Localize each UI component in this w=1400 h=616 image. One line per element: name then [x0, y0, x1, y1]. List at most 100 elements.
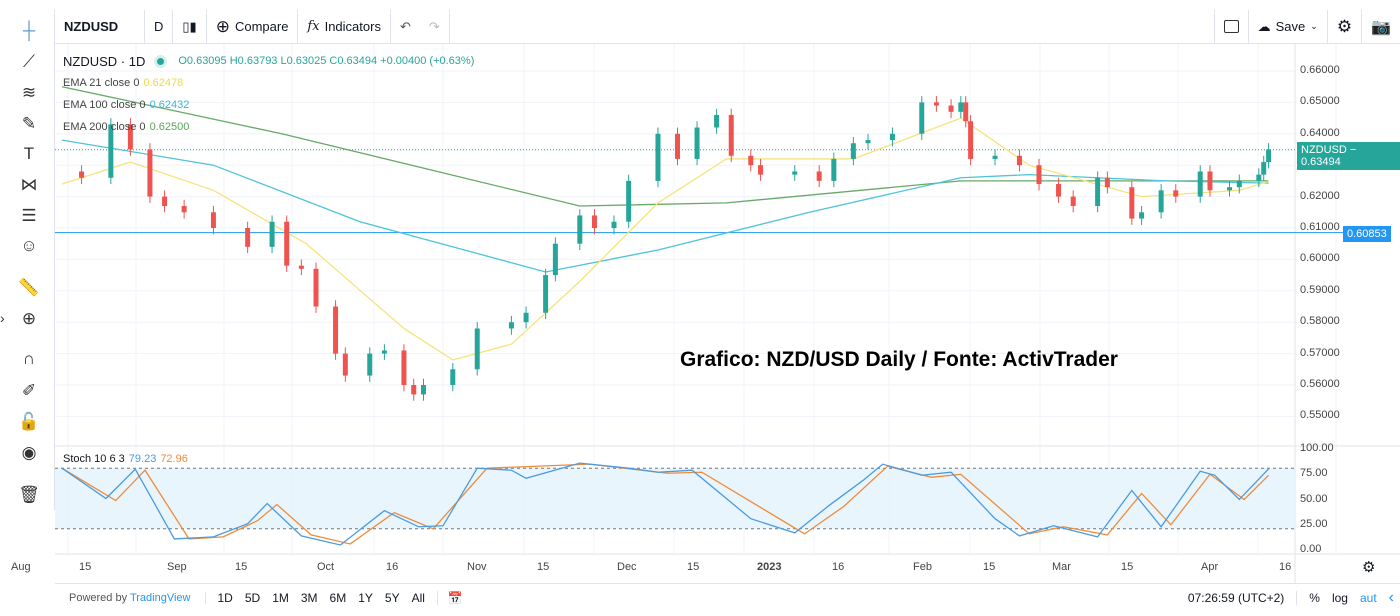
range-1y[interactable]: 1Y	[358, 590, 373, 605]
candle-body	[992, 155, 998, 159]
undo-button[interactable]: ↶	[399, 18, 411, 34]
candle-body	[850, 143, 856, 159]
camera-icon: 📷	[1371, 18, 1391, 36]
candle-body	[420, 385, 426, 395]
range-5d[interactable]: 5D	[244, 590, 261, 605]
settings-button[interactable]: ⚙	[1328, 10, 1363, 43]
fx-icon: fx	[307, 19, 320, 34]
auto-toggle[interactable]: aut	[1359, 590, 1377, 605]
stoch-tick: 50.00	[1300, 492, 1328, 505]
candle-body	[758, 165, 764, 175]
candle-body	[655, 133, 661, 181]
ema100-value: 0.62432	[149, 99, 190, 111]
eye-icon[interactable]: ◉	[21, 443, 37, 462]
candle-body	[919, 102, 925, 134]
lock-drawing-icon[interactable]: ✐	[21, 381, 37, 400]
zoom-icon[interactable]: ⊕	[21, 309, 37, 328]
indicators-button[interactable]: fx Indicators	[298, 10, 391, 43]
axis-settings-gear-icon[interactable]: ⚙	[1362, 559, 1376, 576]
price-tick: 0.55000	[1300, 409, 1340, 422]
candle-body	[162, 196, 168, 207]
candle-body	[552, 243, 558, 276]
price-tick: 0.65000	[1300, 95, 1340, 108]
market-open-dot-icon	[157, 57, 165, 65]
redo-button[interactable]: ↷	[420, 10, 450, 43]
range-3m[interactable]: 3M	[300, 590, 318, 605]
candle-body	[816, 171, 822, 181]
drawing-toolbar: ┼ ⟋ ≋ ✎ T ⋈ ☰ ☺ 📏 ⊕ ∩ ✐ 🔓 ◉ 🗑 ›	[0, 10, 55, 510]
cloud-icon: ☁	[1257, 18, 1271, 34]
magnet-icon[interactable]: ∩	[22, 349, 36, 368]
price-chart[interactable]	[55, 44, 1400, 583]
time-tick: 15	[1121, 561, 1134, 573]
range-all[interactable]: All	[411, 590, 425, 605]
candle-body	[968, 121, 974, 159]
emoji-icon[interactable]: ☺	[20, 236, 38, 255]
ema21-label: EMA 21 close 0	[63, 77, 140, 89]
candle-body	[313, 268, 319, 307]
ema100-label: EMA 100 close 0	[63, 99, 146, 111]
pattern-icon[interactable]: ⋈	[20, 175, 38, 194]
price-tick: 0.66000	[1300, 64, 1340, 76]
watermark-caption: Grafico: NZD/USD Daily / Fonte: ActivTra…	[680, 348, 1118, 371]
legend-title: NZDUSD · 1D	[63, 53, 146, 69]
time-tick: Apr	[1201, 561, 1219, 573]
unlock-icon[interactable]: 🔓	[18, 412, 40, 431]
candle-body	[889, 133, 895, 141]
candle-body	[1070, 196, 1076, 207]
fib-icon[interactable]: ≋	[21, 83, 37, 102]
expand-toolbar-arrow-icon[interactable]: ›	[0, 310, 5, 326]
candle-body	[1139, 212, 1145, 219]
chart-type-button[interactable]: ▯▮	[173, 10, 207, 43]
trend-line-icon[interactable]: ⟋	[23, 52, 35, 71]
time-tick: Nov	[467, 561, 487, 573]
time-tick: 15	[687, 561, 700, 573]
save-button[interactable]: ☁ Save ⌄	[1249, 10, 1328, 43]
collapse-arrow-icon[interactable]: ‹	[1388, 588, 1394, 606]
ruler-icon[interactable]: 📏	[18, 278, 40, 297]
stoch-tick: 25.00	[1300, 517, 1328, 530]
candle-body	[694, 127, 700, 159]
hline-price-label: 0.60853	[1343, 226, 1391, 242]
time-tick: Aug	[11, 561, 31, 573]
price-tick: 0.57000	[1300, 346, 1340, 359]
text-icon[interactable]: T	[23, 144, 35, 163]
candle-body	[714, 114, 720, 128]
brush-icon[interactable]: ✎	[21, 114, 37, 133]
candle-body	[831, 158, 837, 181]
trash-icon[interactable]: 🗑	[18, 485, 40, 504]
candle-body	[1158, 190, 1164, 213]
chart-legend: NZDUSD · 1D O0.63095 H0.63793 L0.63025 C0…	[63, 50, 474, 138]
range-1m[interactable]: 1M	[272, 590, 289, 605]
symbol-search[interactable]: NZDUSD	[55, 10, 145, 43]
candle-body	[381, 350, 387, 354]
candle-body	[1016, 155, 1022, 166]
fullscreen-button[interactable]	[1213, 10, 1249, 43]
range-5y[interactable]: 5Y	[384, 590, 400, 605]
prediction-icon[interactable]: ☰	[21, 206, 37, 225]
goto-date-icon[interactable]: 📅	[436, 590, 473, 605]
interval-button[interactable]: D	[145, 10, 174, 43]
candle-body	[147, 149, 153, 197]
square-icon	[1223, 20, 1239, 33]
candle-body	[611, 221, 617, 228]
range-buttons: 1D 5D 1M 3M 6M 1Y 5Y All	[206, 591, 437, 605]
percent-toggle[interactable]: %	[1309, 590, 1320, 605]
screenshot-button[interactable]: 📷	[1362, 10, 1400, 43]
time-tick: Sep	[167, 561, 187, 573]
range-1d[interactable]: 1D	[217, 590, 233, 605]
compare-button[interactable]: ⊕ Compare	[207, 10, 299, 43]
stoch-band	[55, 468, 1295, 529]
price-tick: 0.56000	[1300, 378, 1340, 390]
candle-body	[450, 369, 456, 385]
powered-by[interactable]: Powered by TradingView	[55, 591, 206, 604]
candle-body	[543, 275, 549, 313]
time-tick: Feb	[913, 561, 932, 573]
crosshair-icon[interactable]: ┼	[22, 21, 36, 40]
range-6m[interactable]: 6M	[329, 590, 347, 605]
log-toggle[interactable]: log	[1331, 590, 1348, 605]
candle-body	[865, 140, 871, 144]
candle-body	[127, 124, 133, 150]
stoch-d-value: 72.96	[160, 453, 188, 465]
candle-body	[1236, 180, 1242, 188]
